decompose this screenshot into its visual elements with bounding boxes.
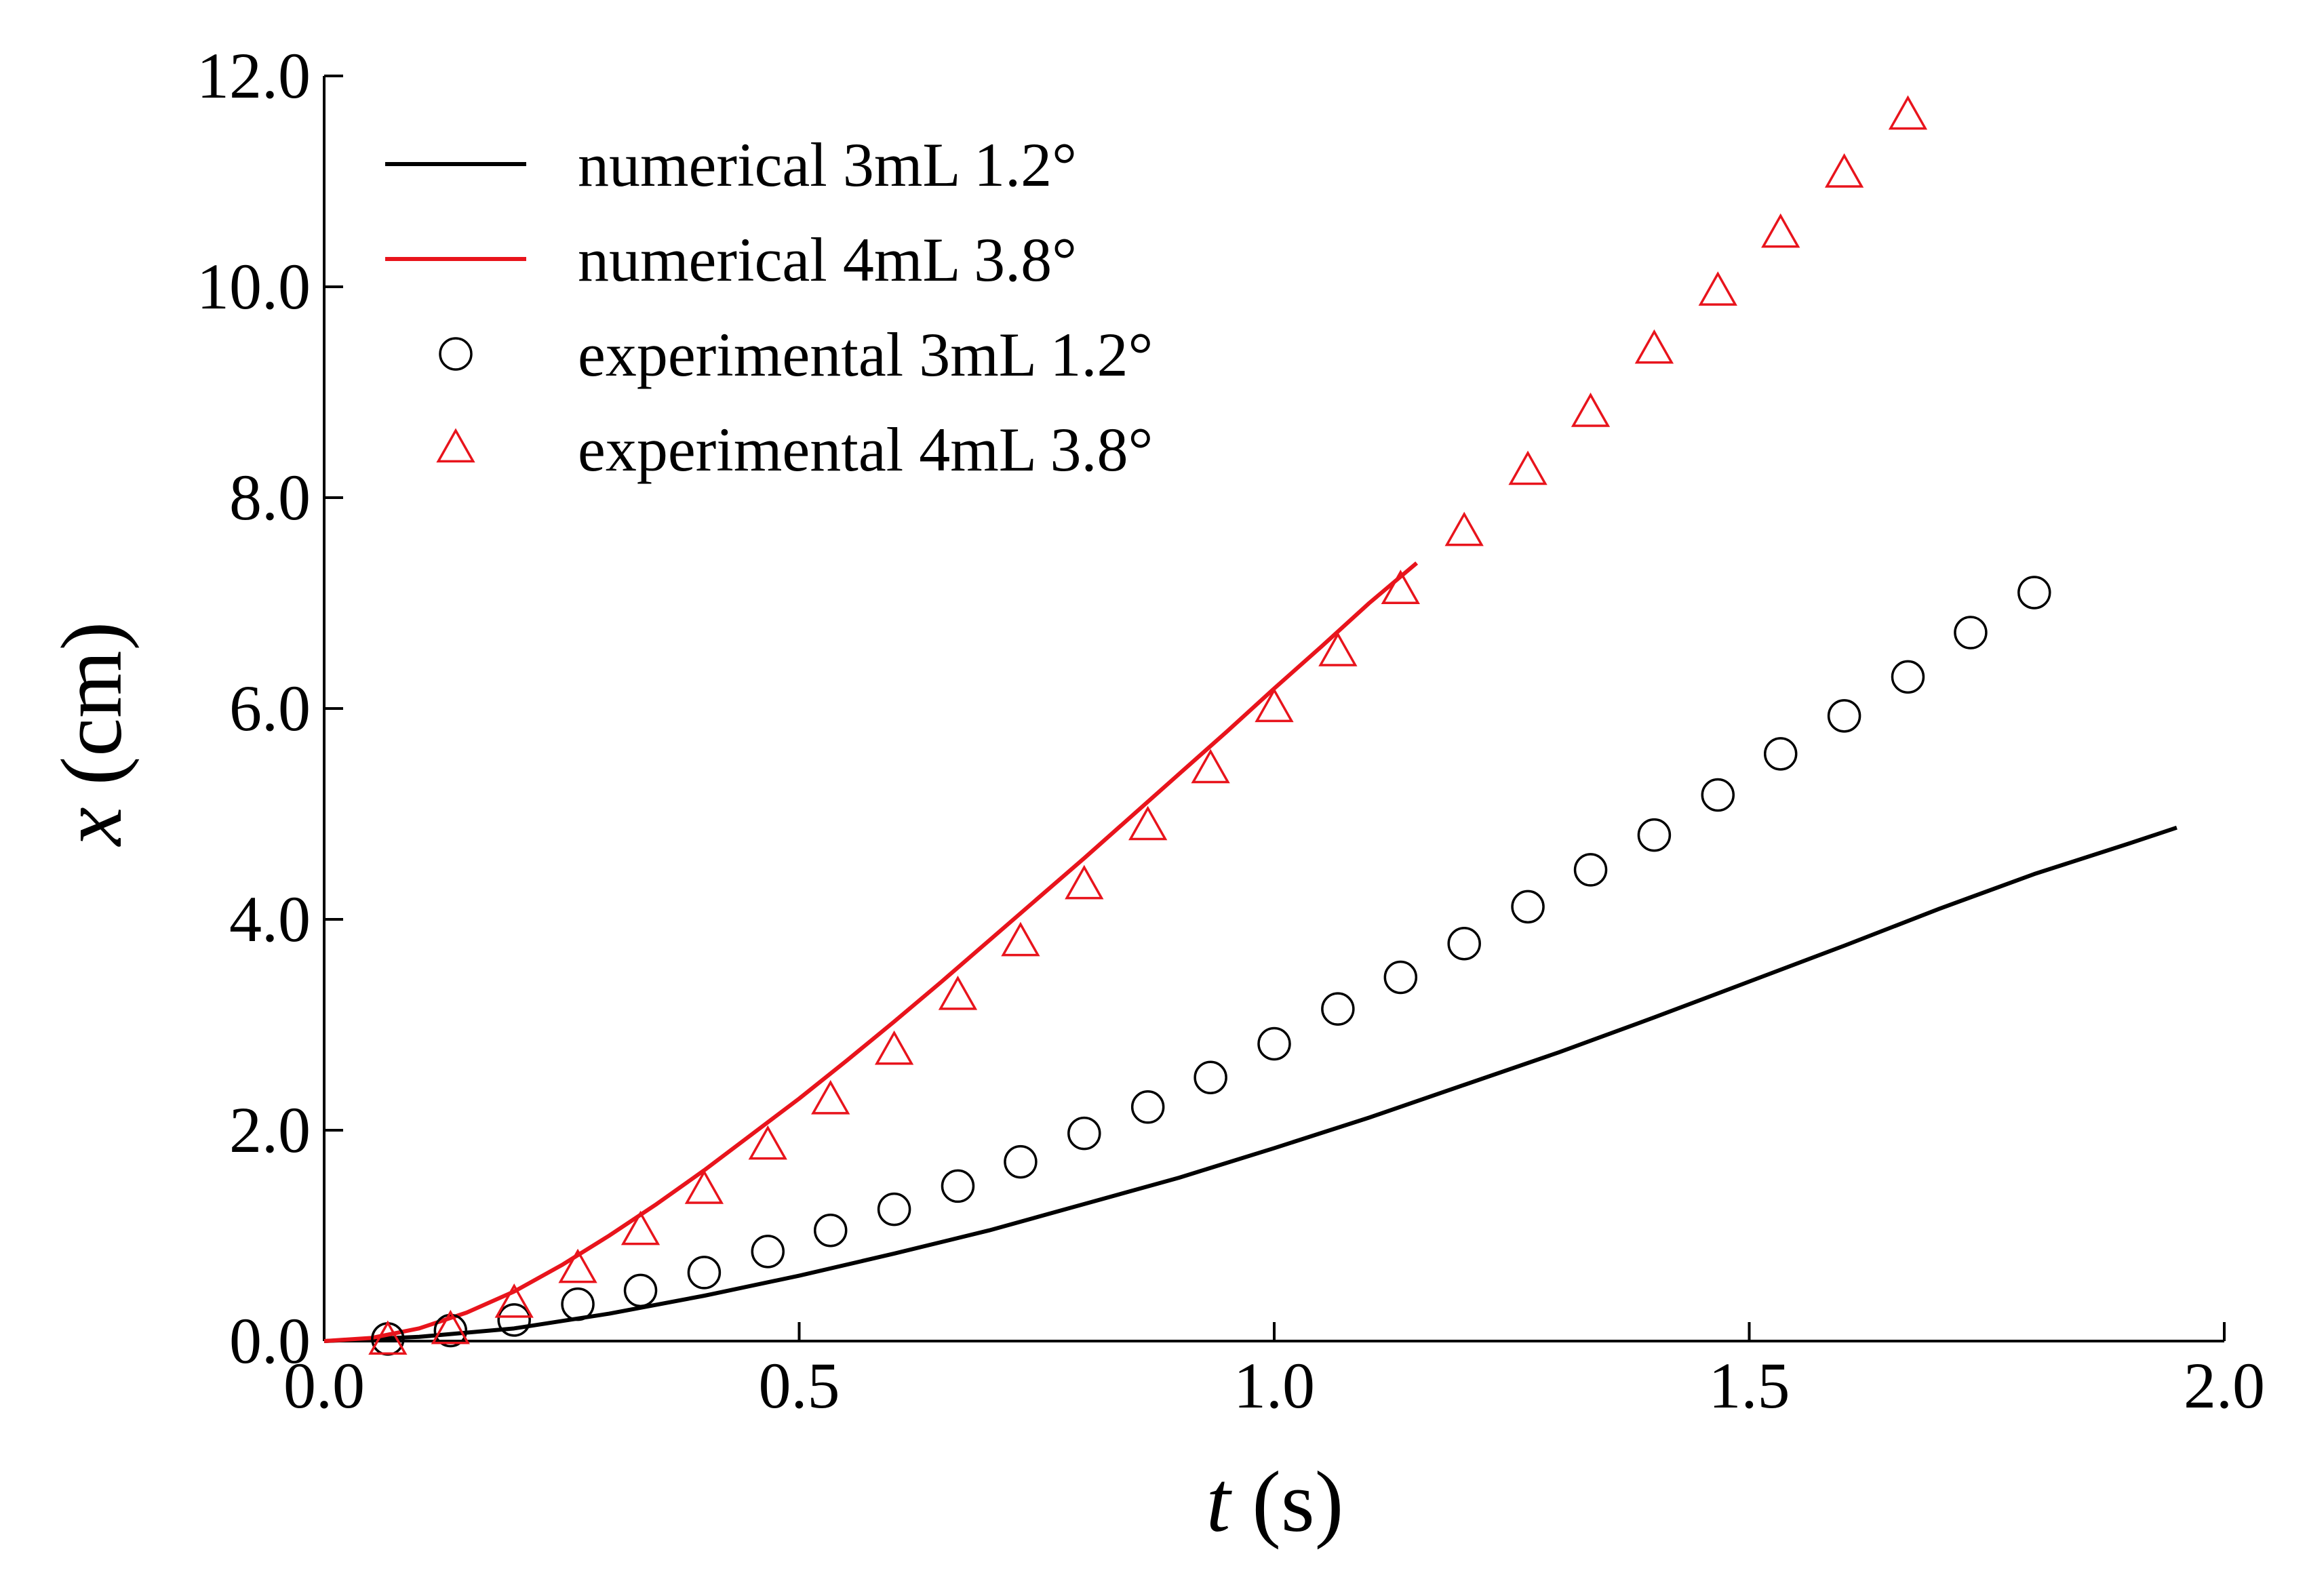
legend-label: experimental 4mL 3.8° (578, 415, 1153, 484)
x-tick-label: 0.5 (759, 1349, 840, 1422)
series-0 (323, 825, 2177, 1343)
x-tick-label: 0.0 (283, 1349, 365, 1422)
data-point (1381, 570, 1420, 604)
legend-item: numerical 3mL 1.2° (385, 130, 1077, 199)
data-point (1637, 818, 1672, 852)
data-point (941, 1169, 975, 1203)
data-point (1701, 778, 1735, 812)
data-point (433, 1313, 468, 1348)
data-point (1257, 1026, 1291, 1061)
data-point (687, 1256, 722, 1290)
legend-label: numerical 4mL 3.8° (578, 225, 1077, 294)
data-point (1634, 329, 1674, 364)
x-tick-label: 1.5 (1709, 1349, 1790, 1422)
series-3 (368, 95, 1928, 1355)
data-point (874, 1030, 914, 1065)
data-point (1447, 927, 1481, 961)
series-line (323, 561, 1419, 1343)
legend-item: experimental 4mL 3.8° (436, 415, 1153, 484)
data-point (813, 1213, 848, 1248)
data-point (1827, 699, 1861, 733)
data-point (811, 1079, 850, 1115)
data-point (2017, 576, 2051, 610)
y-tick-label: 8.0 (229, 461, 311, 534)
data-point (431, 1309, 470, 1344)
legend: numerical 3mL 1.2° numerical 4mL 3.8° expe… (385, 130, 1153, 484)
legend-label: experimental 3mL 1.2° (578, 320, 1153, 389)
x-axis-label-variable: t (1206, 1454, 1233, 1550)
y-tick-label: 10.0 (197, 250, 311, 323)
series-1 (323, 561, 1419, 1343)
data-point (1194, 1060, 1227, 1094)
data-point (1067, 1116, 1101, 1151)
data-point (1128, 805, 1168, 841)
y-tick-label: 0.0 (229, 1304, 311, 1377)
data-point (1383, 960, 1418, 995)
legend-item: numerical 4mL 3.8° (385, 225, 1077, 294)
plot-area (323, 95, 2177, 1356)
x-axis-label: t (s) (1206, 1454, 1344, 1550)
data-point (623, 1273, 658, 1308)
x-tick-label: 2.0 (2184, 1349, 2265, 1422)
y-tick-label: 12.0 (197, 39, 311, 112)
legend-item: experimental 3mL 1.2° (439, 320, 1153, 389)
data-point (1001, 921, 1040, 957)
y-tick-label: 6.0 (229, 672, 311, 744)
data-point (1698, 271, 1737, 306)
legend-label: numerical 3mL 1.2° (578, 130, 1077, 199)
data-point (1511, 890, 1545, 924)
y-axis-label: x (cm) (43, 622, 140, 847)
data-point (1191, 749, 1230, 784)
data-point (748, 1125, 787, 1160)
data-point (558, 1248, 597, 1283)
y-axis-label-unit: (cm) (43, 622, 140, 807)
x-axis-label-unit: (s) (1230, 1454, 1343, 1550)
data-point (1004, 1144, 1038, 1179)
legend-circle-marker (439, 337, 473, 371)
data-point (1954, 616, 1988, 650)
data-point (1321, 992, 1355, 1026)
data-point (368, 1320, 408, 1355)
x-tick-label: 1.0 (1234, 1349, 1315, 1422)
axes: 0.0 0.5 1.0 1.5 2.0 0.0 2.0 4.0 6.0 8.0 10.0 12.0 (197, 39, 2265, 1422)
data-point (497, 1303, 531, 1337)
y-axis-label-variable: x (43, 807, 140, 847)
data-point (684, 1170, 724, 1204)
series-line (323, 825, 2177, 1343)
data-point (1888, 95, 1928, 130)
data-point (1824, 153, 1864, 188)
data-point (751, 1235, 785, 1269)
data-point (1130, 1090, 1165, 1124)
data-point (620, 1210, 660, 1245)
data-point (494, 1283, 534, 1318)
y-tick-label: 4.0 (229, 883, 311, 955)
y-tick-label: 2.0 (229, 1094, 311, 1166)
legend-triangle-marker (436, 428, 475, 463)
data-point (1318, 632, 1358, 666)
data-point (938, 975, 978, 1010)
data-point (877, 1192, 911, 1226)
data-point (1508, 450, 1547, 485)
data-point (1761, 213, 1800, 248)
data-point (1444, 511, 1484, 546)
data-point (1255, 687, 1294, 723)
data-point (561, 1287, 595, 1321)
data-point (1065, 864, 1104, 900)
data-point (1571, 393, 1611, 427)
data-point (1573, 853, 1608, 887)
data-point (1763, 737, 1798, 771)
series-2 (371, 576, 2051, 1356)
data-point (1891, 660, 1925, 694)
